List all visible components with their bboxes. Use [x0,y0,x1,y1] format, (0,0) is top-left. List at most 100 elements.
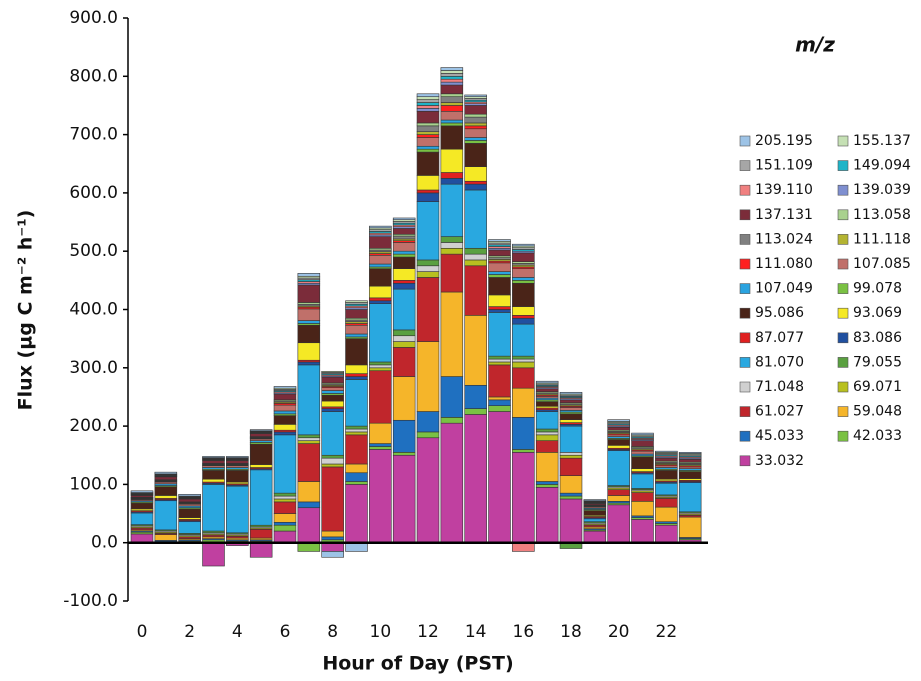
y-axis-title: Flux (µg C m⁻² h⁻¹) [15,210,37,411]
bar-segment [249,443,273,465]
bar-segment [345,300,368,303]
bar-segment [154,500,178,531]
bar-segment [464,122,487,127]
bar-segment [512,280,535,284]
bar-segment [369,367,392,372]
bar-segment [154,534,178,541]
bar-segment [678,452,702,454]
bar-segment [345,484,368,543]
bar-segment [464,265,487,316]
bar-segment [321,530,344,538]
legend-swatch [739,234,751,245]
bar-segment [655,450,678,453]
bar-segment [464,259,487,267]
bar-segment [440,110,464,121]
bar-segment [631,501,654,517]
bar-segment [369,449,392,544]
bar-segment [655,482,678,496]
bar-segment [488,277,511,296]
bar-segment [559,413,583,420]
bar-segment [369,303,392,363]
bar-segment [369,370,392,424]
bar-segment [416,192,440,202]
bar-segment [440,148,464,173]
bar-segment [559,419,583,423]
x-tick-label: 20 [608,622,630,642]
bar-segment [583,499,607,502]
bar-segment [488,364,511,398]
bar-segment [607,495,630,502]
bar-segment [512,452,535,543]
bar-segment [464,183,487,191]
y-tick-label: 100.0 [69,474,118,494]
bar-segment [512,449,535,453]
bar-segment [464,189,487,249]
bar-segment [416,341,440,412]
bar-segment [535,428,559,433]
bar-segment [416,148,440,153]
bar-segment [512,277,535,281]
bar-segment [488,405,511,412]
bar-segment [559,452,583,456]
bar-segment [321,408,344,412]
bar-segment [512,367,535,389]
bar-segment [345,376,368,380]
bar-segment [488,249,511,257]
legend-swatch [739,406,751,417]
bar-segment [202,484,225,532]
bar-segment [321,390,344,394]
legend-swatch [739,307,751,319]
bar-segment [154,471,178,475]
bar-segment [416,431,440,439]
bar-segment [440,417,464,424]
bar-segment [273,492,297,497]
bar-segment [488,271,511,275]
bar-segment [297,437,321,441]
x-tick-label: 8 [327,622,338,642]
legend-swatch [739,258,751,270]
bar-segment [631,468,654,472]
bar-segment [631,519,654,544]
bar-segment [416,265,440,272]
legend-swatch [739,283,751,294]
bar-segment [416,125,440,132]
bar-segment [249,433,273,437]
bar-segment [369,236,392,249]
bar-segment [249,469,273,526]
bar-segment [130,533,154,544]
bar-segment [440,172,464,179]
bar-segment [655,524,678,544]
bar-segment [464,414,487,543]
legend-label: 139.039 [853,182,911,198]
bar-segment [464,116,487,124]
bar-segment [297,273,321,277]
bar-segment [392,347,416,377]
bar-segment [655,498,678,508]
bar-segment [559,454,583,459]
legend-label: 151.109 [755,158,813,174]
legend-swatch [739,160,751,171]
bar-segment [321,400,344,408]
legend-label: 155.137 [853,133,911,149]
legend-swatch [837,258,849,270]
bar-segment [321,466,344,532]
bar-segment [559,475,583,494]
bar-segment [416,201,440,261]
bar-segment [392,228,416,235]
bar-segment [130,502,154,510]
legend-swatch [837,160,849,171]
bar-segment [249,528,273,539]
bar-segment [369,268,392,287]
x-tick-label: 6 [280,622,291,642]
legend-label: 83.086 [853,330,902,346]
x-tick-label: 22 [656,622,678,642]
bar-segment [559,457,583,476]
bar-segment [512,355,535,360]
legend-swatch [739,184,751,196]
bar-segment [130,512,154,525]
bar-segment [345,333,368,338]
x-tick-label: 14 [465,622,487,642]
bar-segment [297,324,321,344]
y-tick-label: 400.0 [69,300,118,320]
bar-segment [321,370,344,373]
